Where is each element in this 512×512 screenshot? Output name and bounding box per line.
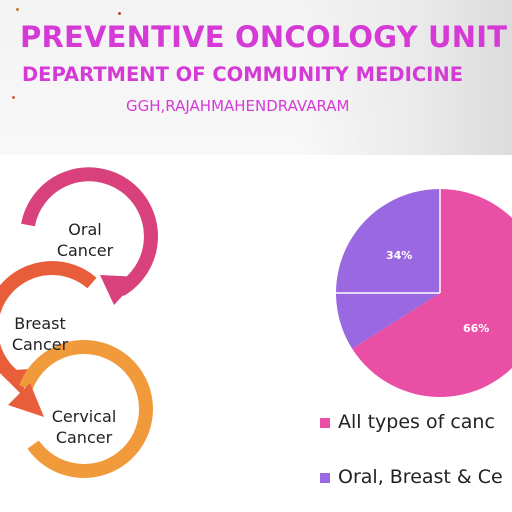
oral-cancer-arrowhead xyxy=(100,275,140,305)
oral-label-line2: Cancer xyxy=(56,241,114,260)
pie-slice-all-cancers xyxy=(352,189,512,397)
oral-cancer-arc xyxy=(21,167,158,297)
oral-cancer-label: Oral Cancer xyxy=(40,219,130,261)
pie-label-66: 66% xyxy=(463,322,490,335)
legend-item-all-cancers: All types of canc xyxy=(320,411,495,433)
breast-cancer-label: Breast Cancer xyxy=(0,313,80,355)
header-banner: PREVENTIVE ONCOLOGY UNIT DEPARTMENT OF C… xyxy=(0,0,512,155)
speck xyxy=(12,96,15,99)
cervical-label-line1: Cervical xyxy=(51,407,117,426)
department-subtitle: DEPARTMENT OF COMMUNITY MEDICINE xyxy=(22,63,464,86)
cervical-label-line2: Cancer xyxy=(55,428,113,447)
cervical-cancer-label: Cervical Cancer xyxy=(36,406,132,448)
header-shadow xyxy=(300,0,512,155)
breast-cancer-arrowhead xyxy=(0,369,30,395)
breast-label-line1: Breast xyxy=(14,314,66,333)
pie-chart xyxy=(336,187,512,397)
page-title: PREVENTIVE ONCOLOGY UNIT xyxy=(20,20,508,54)
legend-swatch-pink xyxy=(320,417,330,428)
cervical-cancer-arrowhead xyxy=(8,383,44,417)
location-text: GGH,RAJAHMAHENDRAVARAM xyxy=(126,97,350,115)
speck xyxy=(118,12,121,15)
pie-slice-oral-breast-cervical xyxy=(336,189,440,349)
breast-label-line2: Cancer xyxy=(11,335,69,354)
legend-item-oral-breast-cervical: Oral, Breast & Ce xyxy=(320,466,503,488)
legend-text-all-cancers: All types of canc xyxy=(338,411,495,433)
oral-label-line1: Oral xyxy=(68,220,102,239)
legend-swatch-purple xyxy=(320,472,330,483)
cycle-diagram xyxy=(0,167,158,478)
pie-label-34: 34% xyxy=(386,249,413,262)
breast-cancer-arc xyxy=(0,261,97,381)
legend-text-oral-breast-cervical: Oral, Breast & Ce xyxy=(338,466,503,488)
speck xyxy=(16,8,19,11)
